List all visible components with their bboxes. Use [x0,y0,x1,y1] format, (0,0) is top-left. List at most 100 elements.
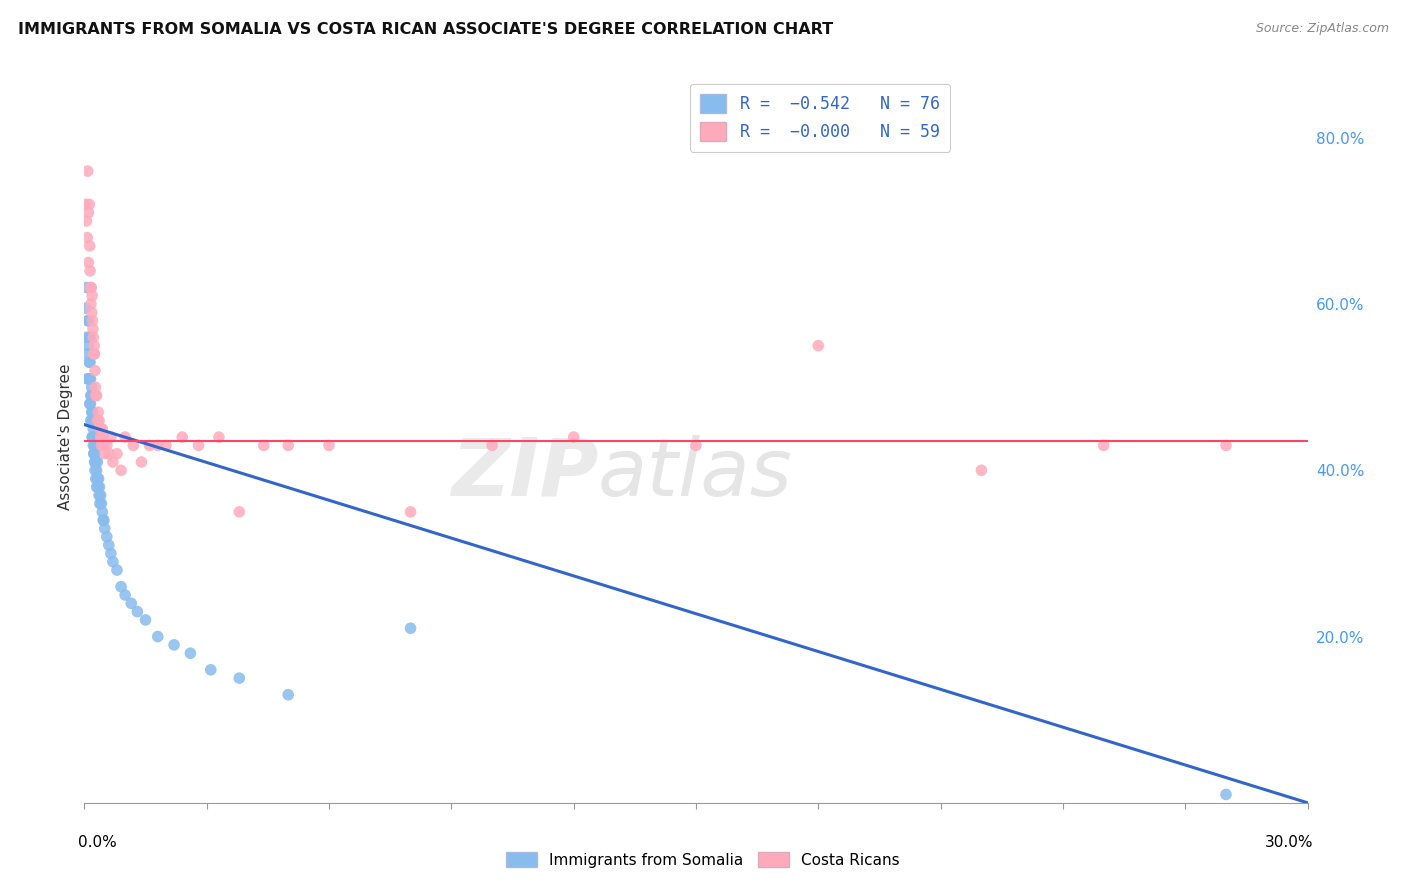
Point [80,388,103,402]
Point [93,438,115,452]
Point [122,438,145,452]
Point [82,430,104,444]
Point [91,422,114,436]
Text: IMMIGRANTS FROM SOMALIA VS COSTA RICAN ASSOCIATE'S DEGREE CORRELATION CHART: IMMIGRANTS FROM SOMALIA VS COSTA RICAN A… [18,22,834,37]
Point [172,430,194,444]
Point [83,447,105,461]
Point [76,164,98,178]
Point [82,422,104,436]
Point [110,580,132,594]
Text: Source: ZipAtlas.com: Source: ZipAtlas.com [1256,22,1389,36]
Point [77,255,100,269]
Point [87,405,110,419]
Point [79,372,101,386]
Point [84,438,107,452]
Point [86,388,108,402]
Point [79,397,101,411]
Point [228,505,250,519]
Point [82,413,104,427]
Point [91,505,114,519]
Point [84,455,107,469]
Point [77,372,100,386]
Point [399,505,422,519]
Point [87,488,110,502]
Point [75,301,97,316]
Point [84,380,107,394]
Point [76,372,98,386]
Point [97,447,120,461]
Legend: Immigrants from Somalia, Costa Ricans: Immigrants from Somalia, Costa Ricans [501,846,905,873]
Point [75,197,97,211]
Point [83,438,105,452]
Point [79,280,101,294]
Point [90,497,112,511]
Point [87,472,110,486]
Point [80,413,103,427]
Point [93,513,115,527]
Point [82,330,104,344]
Point [82,289,104,303]
Point [970,463,993,477]
Point [163,638,186,652]
Point [89,497,111,511]
Point [146,630,169,644]
Point [80,413,103,427]
Point [138,438,160,452]
Point [127,605,149,619]
Point [79,330,101,344]
Point [83,430,105,444]
Point [87,413,110,427]
Point [84,363,107,377]
Point [80,280,103,294]
Point [685,438,707,452]
Point [228,671,250,685]
Point [101,455,124,469]
Point [80,297,103,311]
Point [807,338,830,352]
Point [90,488,112,502]
Point [80,380,103,394]
Point [76,230,98,244]
Point [318,438,340,452]
Point [96,530,118,544]
Point [77,314,100,328]
Point [105,447,128,461]
Point [84,463,107,477]
Point [179,646,201,660]
Point [80,405,103,419]
Point [77,330,100,344]
Point [114,588,136,602]
Point [83,347,105,361]
Point [84,472,107,486]
Point [100,546,122,560]
Point [120,596,142,610]
Text: ZIP: ZIP [451,434,598,513]
Point [146,438,169,452]
Point [83,347,105,361]
Point [82,430,104,444]
Point [114,430,136,444]
Point [77,205,100,219]
Legend: R =  −0.542   N = 76, R =  −0.000   N = 59: R = −0.542 N = 76, R = −0.000 N = 59 [689,84,950,152]
Point [89,422,111,436]
Text: atlas: atlas [598,434,793,513]
Point [77,197,100,211]
Point [187,438,209,452]
Point [1215,438,1237,452]
Point [93,447,115,461]
Point [84,388,107,402]
Point [75,214,97,228]
Point [82,314,104,328]
Point [84,447,107,461]
Point [79,264,101,278]
Point [155,438,177,452]
Point [82,413,104,427]
Point [131,455,153,469]
Point [80,388,103,402]
Point [82,405,104,419]
Point [200,663,222,677]
Point [481,438,503,452]
Point [83,430,105,444]
Point [86,413,108,427]
Point [277,688,299,702]
